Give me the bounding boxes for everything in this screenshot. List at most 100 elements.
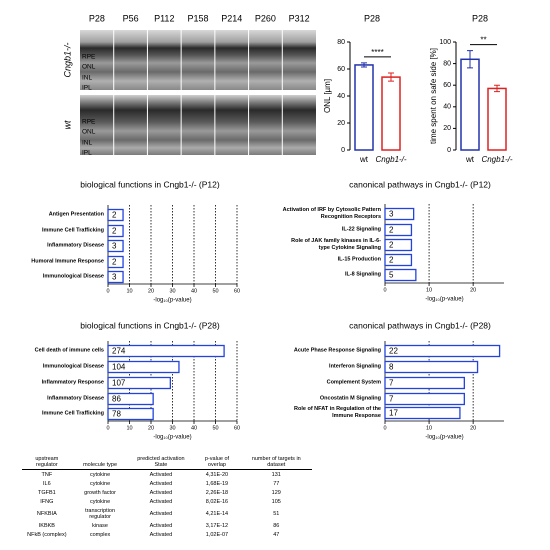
category-label: Role of JAK family kinases in IL-6-type … — [291, 238, 381, 251]
y-tick-label: 80 — [337, 39, 345, 46]
chart-title: biological functions in Cngb1-/- (P28) — [80, 320, 220, 330]
bar — [384, 238, 413, 252]
layer-label: INL — [82, 140, 93, 147]
y-tick-label: 0 — [447, 147, 451, 154]
category-label: IL-22 Signaling — [341, 226, 381, 233]
category-label: Inflammatory Disease — [47, 395, 104, 402]
table-row: IKBKB kinase Activated 3,17E-12 86 — [22, 521, 312, 530]
y-tick-label: 40 — [337, 93, 345, 100]
retina-image — [80, 30, 316, 90]
significance-label: **** — [371, 48, 383, 57]
error-bar — [467, 50, 473, 69]
timepoint-label: P112 — [154, 13, 174, 23]
x-tick-label: 0 — [106, 425, 109, 431]
table-cell: 1,68E-19 — [205, 480, 229, 487]
table-header: upstream regulator molecule type predicted… — [22, 455, 312, 470]
table-cell: IKBKB — [38, 522, 55, 529]
count-label: 274 — [112, 347, 126, 356]
y-axis-label: time spent on safe side [%] — [429, 48, 438, 144]
count-label: 8 — [389, 363, 394, 372]
y-tick-label: 20 — [337, 120, 345, 127]
table-cell: 2,26E-18 — [205, 489, 229, 496]
category-label: Humoral Immune Response — [31, 258, 104, 265]
count-label: 3 — [389, 210, 394, 219]
column-header: predicted activation State — [128, 455, 194, 470]
x-tick-label: 40 — [191, 288, 197, 294]
bar — [354, 64, 374, 151]
x-tick-label: Cngb1-/- — [375, 155, 406, 164]
table-cell: IFNG — [40, 498, 54, 505]
x-tick-label: 50 — [212, 288, 218, 294]
x-tick-label: wt — [465, 155, 475, 164]
category-label: Immunological Disease — [42, 273, 104, 280]
timepoint-label: P312 — [289, 13, 310, 23]
bar — [384, 268, 417, 282]
x-tick-label: 30 — [169, 425, 175, 431]
y-tick-label: 20 — [443, 125, 451, 132]
count-label: 3 — [112, 242, 117, 251]
layer-label: IPL — [82, 150, 92, 157]
category-label: IL-15 Production — [337, 256, 381, 263]
bar — [384, 376, 465, 390]
y-tick-label: 60 — [337, 66, 345, 73]
timepoint-label: P214 — [221, 13, 242, 23]
table-cell: 8,02E-16 — [205, 498, 229, 505]
table-cell: 47 — [273, 531, 280, 538]
category-label: Inflammatory Response — [41, 379, 104, 386]
layer-label: RPE — [82, 119, 96, 126]
x-tick-label: 60 — [234, 288, 240, 294]
table-cell: transcription regulator — [85, 507, 116, 520]
bar — [107, 255, 124, 269]
x-axis-label: -log₁₀(p-value) — [425, 435, 463, 441]
category-label: Immune Cell Trafficking — [41, 227, 104, 234]
category-label: Complement System — [326, 379, 381, 386]
category-label: Activation of IRF by Cytosolic Pattern R… — [282, 207, 381, 220]
significance-label: ** — [480, 36, 486, 45]
count-label: 22 — [389, 347, 398, 356]
count-label: 17 — [389, 409, 398, 418]
x-tick-label: 10 — [126, 425, 132, 431]
chart-title: biological functions in Cngb1-/- (P12) — [80, 179, 220, 189]
table-cell: 105 — [271, 498, 281, 505]
count-label: 2 — [389, 256, 394, 265]
table-cell: Activated — [149, 522, 173, 529]
x-tick-label: 10 — [426, 287, 432, 293]
x-tick-label: 20 — [470, 425, 476, 431]
x-tick-label: 0 — [383, 287, 386, 293]
count-label: 2 — [112, 227, 117, 236]
layer-label: ONL — [82, 64, 96, 71]
table-cell: 129 — [271, 489, 281, 496]
timepoint-label: P56 — [123, 13, 139, 23]
bar — [107, 239, 124, 253]
genotype-label: wt — [62, 120, 72, 129]
table-cell: Activated — [149, 471, 173, 478]
layer-label: INL — [82, 75, 93, 82]
x-tick-label: 0 — [106, 288, 109, 294]
timepoint-label: P260 — [255, 13, 276, 23]
table-cell: cytokine — [89, 498, 111, 505]
bar — [384, 207, 415, 221]
table-cell: Activated — [149, 531, 173, 538]
y-tick-label: 100 — [439, 39, 451, 46]
timepoint-label: P28 — [89, 13, 105, 23]
table-cell: Activated — [149, 489, 173, 496]
table-cell: 86 — [273, 522, 280, 529]
category-label: Interferon Signaling — [329, 363, 381, 370]
table-row: TGFB1 growth factor Activated 2,26E-18 129 — [22, 488, 312, 497]
bar — [107, 344, 225, 358]
error-bar — [494, 84, 500, 93]
table-row: TNF cytokine Activated 4,31E-20 131 — [22, 470, 312, 480]
table-cell: kinase — [92, 522, 108, 529]
x-tick-label: 60 — [234, 425, 240, 431]
table-cell: TGFB1 — [37, 489, 56, 496]
category-label: Oncostatin M Signaling — [319, 395, 381, 402]
category-label: Immunological Disease — [42, 363, 104, 370]
layer-label: ONL — [82, 129, 96, 136]
x-axis-label: -log₁₀(p-value) — [153, 435, 191, 441]
table-cell: growth factor — [84, 489, 116, 496]
column-header: upstream regulator — [22, 455, 72, 470]
retina-images — [80, 30, 316, 155]
genotype-label: Cngb1-/- — [62, 42, 72, 77]
